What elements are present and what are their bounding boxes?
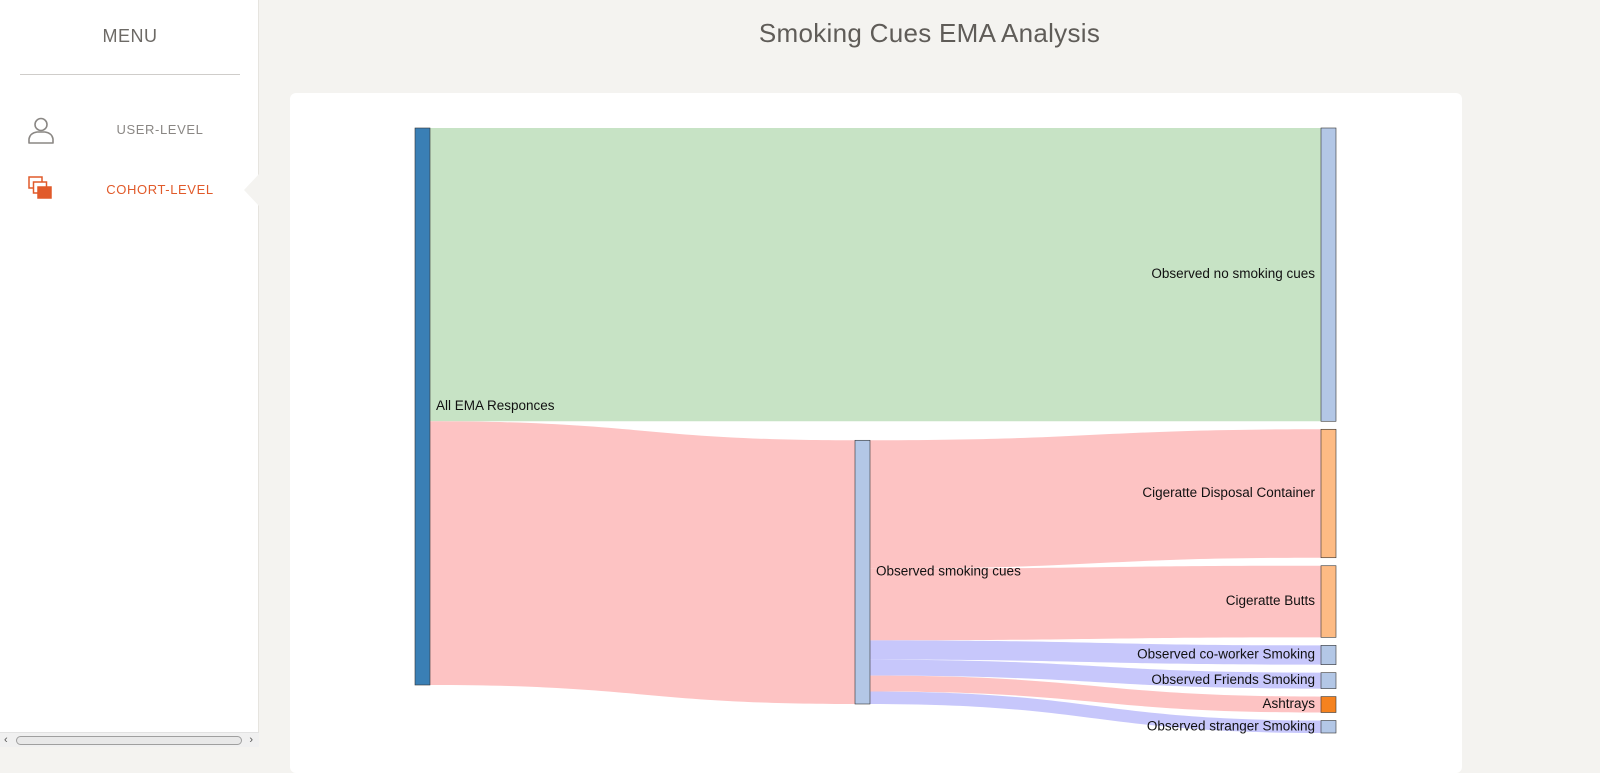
- chart-card: All EMA Responces Observed no smoking cue…: [290, 93, 1462, 773]
- active-nav-pointer: [244, 174, 259, 206]
- sankey-link-cues-friends[interactable]: [870, 659, 1321, 689]
- menu-title: MENU: [102, 26, 158, 46]
- sankey-link-cues-stranger[interactable]: [870, 691, 1321, 733]
- sankey-node-ashtrays[interactable]: [1320, 696, 1337, 713]
- user-icon: [28, 117, 54, 144]
- sankey-node-stranger[interactable]: [1320, 720, 1337, 734]
- sankey-label-butts: Cigeratte Butts: [1226, 593, 1316, 608]
- sankey-link-cues-ashtrays[interactable]: [870, 675, 1321, 713]
- sankey-node-cues[interactable]: [854, 439, 871, 705]
- sankey-label-disposal: Cigeratte Disposal Container: [1142, 485, 1315, 500]
- sankey-label-all: All EMA Responces: [436, 398, 555, 413]
- sankey-label-no_cues: Observed no smoking cues: [1151, 266, 1315, 281]
- sankey-node-no_cues[interactable]: [1320, 127, 1337, 422]
- sankey-nodes: All EMA Responces Observed no smoking cue…: [414, 127, 1337, 734]
- sankey-label-ashtrays: Ashtrays: [1262, 696, 1315, 711]
- nav-item-cohort-level-label: COHORT-LEVEL: [106, 182, 214, 197]
- sidebar: MENU USER-LEVEL COHORT-LEVEL ‹ ›: [0, 0, 259, 747]
- scroll-left-icon[interactable]: ‹: [4, 734, 8, 746]
- page-title: Smoking Cues EMA Analysis: [758, 18, 1101, 48]
- sankey-node-all[interactable]: [414, 127, 431, 686]
- sankey-node-coworker[interactable]: [1320, 645, 1337, 665]
- sankey-link-cues-butts[interactable]: [870, 565, 1321, 641]
- sankey-chart: All EMA Responces Observed no smoking cue…: [414, 127, 1337, 734]
- sankey-label-friends: Observed Friends Smoking: [1151, 672, 1315, 687]
- sankey-link-cues-coworker[interactable]: [870, 640, 1321, 665]
- cohort-layers-icon: [28, 176, 52, 199]
- sankey-label-cues: Observed smoking cues: [876, 564, 1021, 579]
- sankey-node-disposal[interactable]: [1320, 428, 1337, 559]
- sankey-link-all-no_cues[interactable]: [430, 128, 1321, 422]
- nav-item-user-level[interactable]: USER-LEVEL: [20, 105, 240, 155]
- scroll-right-icon[interactable]: ›: [249, 734, 253, 746]
- sankey-link-cues-disposal[interactable]: [870, 429, 1321, 569]
- scrollbar-thumb[interactable]: [16, 736, 242, 745]
- menu-divider: [20, 74, 240, 75]
- sankey-label-coworker: Observed co-worker Smoking: [1137, 647, 1315, 662]
- sankey-node-butts[interactable]: [1320, 565, 1337, 638]
- sankey-link-all-cues[interactable]: [430, 421, 855, 704]
- horizontal-scrollbar[interactable]: ‹ ›: [0, 732, 259, 747]
- sankey-links: [430, 128, 1321, 733]
- sankey-label-stranger: Observed stranger Smoking: [1147, 718, 1315, 733]
- sankey-node-friends[interactable]: [1320, 672, 1337, 689]
- nav-item-cohort-level[interactable]: COHORT-LEVEL: [20, 165, 240, 215]
- nav-item-user-level-label: USER-LEVEL: [116, 122, 204, 137]
